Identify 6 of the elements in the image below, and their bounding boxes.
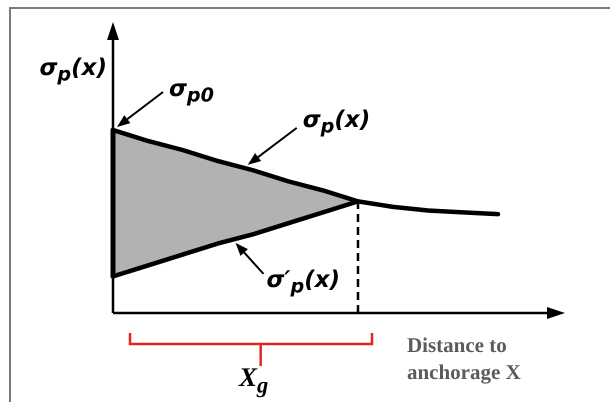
text: σ$_{p0}$	[169, 75, 214, 109]
y-axis-title: σ$_{p}$(x)	[40, 54, 107, 88]
text: σ$_{p}$(x)	[302, 106, 370, 140]
x-axis-title: Distance to anchorage X	[407, 332, 522, 386]
legend-label: σ′$_{p}$(x)	[266, 266, 340, 300]
text: X$_{g}$	[237, 362, 270, 400]
